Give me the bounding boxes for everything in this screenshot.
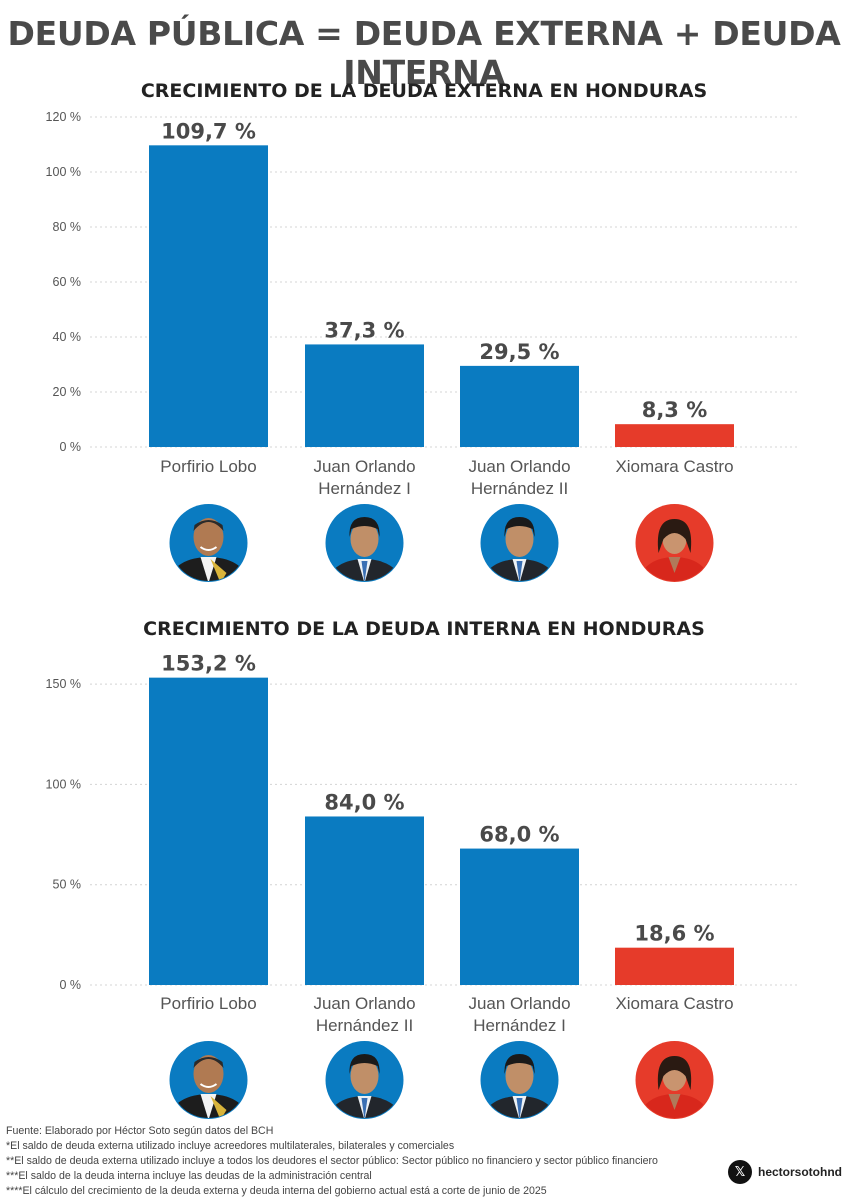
y-tick-label: 0 % [59,978,81,992]
category-label: Xiomara Castro [615,994,733,1013]
data-label: 18,6 % [634,922,714,946]
category-label: Juan Orlando Hernández II [313,994,415,1035]
portrait-person-b-icon [325,1041,404,1119]
y-tick-label: 40 % [53,330,82,344]
portrait-person-c-icon [635,1041,714,1119]
social-handle[interactable]: 𝕏 hectorsotohnd [728,1160,842,1184]
category-label: Juan Orlando Hernández II [468,457,570,498]
data-label: 153,2 % [161,652,256,676]
y-tick-label: 120 % [46,110,81,124]
category-label: Porfirio Lobo [160,994,256,1013]
data-label: 84,0 % [324,790,404,814]
bar [615,947,734,985]
footnote-3: ***El saldo de la deuda interna incluye … [6,1170,372,1182]
y-tick-label: 100 % [46,165,81,179]
footnote-4: ****El cálculo del crecimiento de la deu… [6,1185,547,1197]
portrait-person-c-icon [635,504,714,582]
external-debt-chart: 0 % 20 % 40 % 60 % 80 % 100 % 120 % 109,7 % Porf… [46,110,800,582]
bar [149,677,268,985]
data-label: 37,3 % [324,318,404,342]
y-tick-label: 80 % [53,220,82,234]
chart-title-external: CRECIMIENTO DE LA DEUDA EXTERNA EN HONDU… [140,80,708,102]
bar [305,816,424,985]
bar [149,145,268,447]
y-tick-label: 50 % [53,878,82,892]
bar [460,848,579,985]
category-label: Juan Orlando Hernández I [468,994,570,1035]
data-label: 8,3 % [642,398,708,422]
portrait-person-b-icon [480,504,559,582]
portrait-person-b-icon [480,1041,559,1119]
page-title: DEUDA PÚBLICA = DEUDA EXTERNA + DEUDA IN… [7,14,841,92]
footnote-2: **El saldo de deuda externa utilizado in… [6,1155,658,1167]
footnote-1: *El saldo de deuda externa utilizado inc… [6,1140,455,1152]
y-tick-label: 60 % [53,275,82,289]
social-handle-text: hectorsotohnd [758,1165,842,1179]
portrait-person-b-icon [325,504,404,582]
data-label: 29,5 % [479,340,559,364]
y-tick-label: 0 % [59,440,81,454]
category-label: Porfirio Lobo [160,457,256,476]
data-label: 109,7 % [161,119,256,143]
chart-title-internal: CRECIMIENTO DE LA DEUDA INTERNA EN HONDU… [143,618,705,640]
category-label: Juan Orlando Hernández I [313,457,415,498]
portrait-person-a-icon [169,504,248,582]
bar [460,365,579,447]
category-label: Xiomara Castro [615,457,733,476]
portrait-person-a-icon [169,1041,248,1119]
data-label: 68,0 % [479,823,559,847]
bar [305,344,424,447]
y-tick-label: 20 % [53,385,82,399]
y-tick-label: 150 % [46,677,81,691]
internal-debt-chart: 0 % 50 % 100 % 150 % 153,2 % Porfirio Lobo 84,… [46,652,800,1119]
y-tick-label: 100 % [46,777,81,791]
footnote-source: Fuente: Elaborado por Héctor Soto según … [6,1125,274,1137]
bar [615,424,734,447]
footnotes: Fuente: Elaborado por Héctor Soto según … [6,1124,658,1199]
x-logo-icon: 𝕏 [728,1160,752,1184]
